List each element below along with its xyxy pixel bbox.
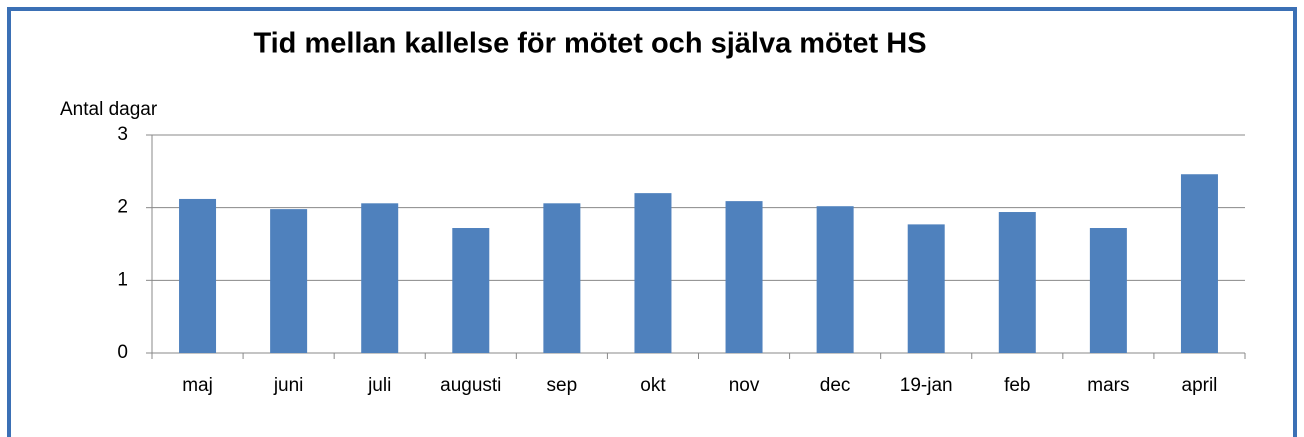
bar xyxy=(543,203,581,353)
y-tick-label: 1 xyxy=(117,269,128,290)
x-tick-label: juli xyxy=(367,375,391,396)
y-tick-label: 0 xyxy=(117,342,128,363)
x-tick-label: feb xyxy=(1004,375,1030,396)
bar xyxy=(179,198,217,353)
x-tick-label: april xyxy=(1182,375,1218,396)
x-tick-label: juni xyxy=(273,375,304,396)
y-tick-label: 3 xyxy=(117,124,128,145)
x-tick-label: dec xyxy=(820,375,851,396)
x-tick-label: mars xyxy=(1087,375,1129,396)
chart-frame xyxy=(7,7,1297,437)
bar xyxy=(452,228,490,353)
bar xyxy=(998,212,1036,353)
x-tick-label: augusti xyxy=(440,375,501,396)
bar xyxy=(725,201,763,353)
x-tick-label: nov xyxy=(729,375,760,396)
bar xyxy=(1180,174,1218,353)
x-tick-label: sep xyxy=(547,375,578,396)
bar xyxy=(1089,228,1127,353)
chart-title: Tid mellan kallelse för mötet och själva… xyxy=(253,28,926,60)
bar xyxy=(634,193,672,353)
bar xyxy=(270,209,308,353)
bar xyxy=(816,206,854,353)
x-tick-label: okt xyxy=(640,375,666,396)
y-tick-label: 2 xyxy=(117,197,128,218)
y-axis-label: Antal dagar xyxy=(60,99,158,120)
x-tick-label: 19-jan xyxy=(900,375,953,396)
x-tick-label: maj xyxy=(182,375,213,396)
bar xyxy=(907,224,945,353)
bar xyxy=(361,203,399,353)
